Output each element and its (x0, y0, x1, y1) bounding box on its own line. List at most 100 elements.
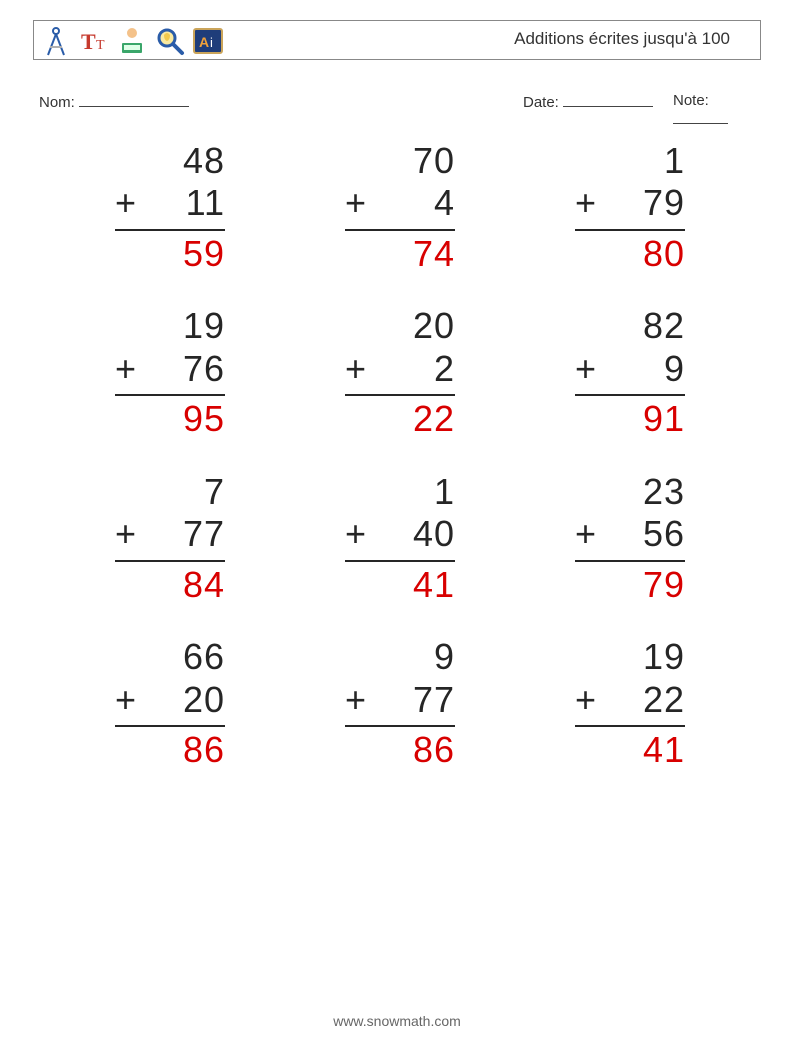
addend-top: 19 (575, 636, 685, 678)
plus-sign: + (345, 348, 367, 390)
footer-url: www.snowmath.com (0, 1013, 794, 1029)
answer: 86 (345, 725, 455, 771)
problem-inner: 20+ 222 (345, 305, 455, 440)
addend-bottom: 79 (643, 182, 685, 224)
answer: 41 (575, 725, 685, 771)
addend-top: 48 (115, 140, 225, 182)
problem-inner: 23+56 79 (575, 471, 685, 606)
addend-bottom: 2 (413, 348, 455, 390)
addend-bottom-row: + 9 (575, 348, 685, 390)
addend-bottom: 9 (643, 348, 685, 390)
date-field: Date: (523, 92, 653, 111)
problem-inner: 82+ 991 (575, 305, 685, 440)
addend-top: 23 (575, 471, 685, 513)
problem: 19+7695 (60, 305, 280, 440)
problem: 70+ 474 (290, 140, 510, 275)
problems-grid: 48+115970+ 4741+798019+769520+ 22282+ 99… (60, 140, 740, 772)
svg-text:i: i (210, 35, 213, 50)
problem-inner: 66+2086 (115, 636, 225, 771)
date-blank[interactable] (563, 92, 653, 107)
addend-bottom: 56 (643, 513, 685, 555)
problem-inner: 1+79 80 (575, 140, 685, 275)
addend-top: 19 (115, 305, 225, 347)
text-tool-icon: T T (78, 25, 110, 57)
answer: 79 (575, 560, 685, 606)
svg-text:A: A (199, 34, 209, 50)
addend-top: 1 (575, 140, 685, 182)
problem: 82+ 991 (520, 305, 740, 440)
problem-inner: 19+7695 (115, 305, 225, 440)
addend-bottom-row: +56 (575, 513, 685, 555)
worksheet-page: T T A i Additions écrites jusqu'à (0, 0, 794, 1053)
plus-sign: + (575, 182, 597, 224)
addend-bottom: 4 (413, 182, 455, 224)
addend-top: 9 (345, 636, 455, 678)
problem-inner: 19+2241 (575, 636, 685, 771)
problem: 20+ 222 (290, 305, 510, 440)
answer: 74 (345, 229, 455, 275)
svg-text:T: T (81, 29, 96, 54)
plus-sign: + (575, 348, 597, 390)
problem: 48+11 59 (60, 140, 280, 275)
plus-sign: + (115, 679, 137, 721)
student-laptop-icon (116, 25, 148, 57)
plus-sign: + (345, 182, 367, 224)
addend-bottom-row: +76 (115, 348, 225, 390)
problem: 19+2241 (520, 636, 740, 771)
name-blank[interactable] (79, 92, 189, 107)
answer: 59 (115, 229, 225, 275)
plus-sign: + (115, 182, 137, 224)
name-field: Nom: (39, 92, 189, 111)
addend-bottom: 22 (643, 679, 685, 721)
plus-sign: + (575, 513, 597, 555)
answer: 80 (575, 229, 685, 275)
grade-label: Note: (673, 92, 709, 109)
addend-bottom-row: +22 (575, 679, 685, 721)
problem: 9+7786 (290, 636, 510, 771)
problem: 1+79 80 (520, 140, 740, 275)
addend-bottom: 76 (183, 348, 225, 390)
lightbulb-magnifier-icon (154, 25, 186, 57)
compass-icon (40, 25, 72, 57)
addend-bottom-row: +20 (115, 679, 225, 721)
addend-bottom-row: +11 (115, 182, 225, 224)
problem-inner: 7+7784 (115, 471, 225, 606)
plus-sign: + (115, 348, 137, 390)
plus-sign: + (575, 679, 597, 721)
addend-bottom: 77 (413, 679, 455, 721)
answer: 86 (115, 725, 225, 771)
plus-sign: + (345, 679, 367, 721)
addend-bottom-row: + 4 (345, 182, 455, 224)
problem-inner: 70+ 474 (345, 140, 455, 275)
problem-inner: 9+7786 (345, 636, 455, 771)
problem-inner: 1+40 41 (345, 471, 455, 606)
chalkboard-ai-icon: A i (192, 25, 224, 57)
name-label: Nom: (39, 94, 75, 111)
addend-bottom-row: +79 (575, 182, 685, 224)
grade-field: Note: (673, 92, 761, 128)
addend-top: 1 (345, 471, 455, 513)
problem: 66+2086 (60, 636, 280, 771)
addend-bottom-row: + 2 (345, 348, 455, 390)
answer: 41 (345, 560, 455, 606)
addend-top: 82 (575, 305, 685, 347)
problem-inner: 48+11 59 (115, 140, 225, 275)
addend-bottom-row: +40 (345, 513, 455, 555)
svg-text:T: T (96, 38, 105, 53)
addend-bottom: 11 (186, 182, 225, 224)
addend-bottom: 40 (413, 513, 455, 555)
addend-top: 7 (115, 471, 225, 513)
header-box: T T A i Additions écrites jusqu'à (33, 20, 761, 60)
addend-bottom: 77 (183, 513, 225, 555)
plus-sign: + (345, 513, 367, 555)
answer: 95 (115, 394, 225, 440)
addend-top: 66 (115, 636, 225, 678)
addend-bottom-row: +77 (345, 679, 455, 721)
plus-sign: + (115, 513, 137, 555)
date-label: Date: (523, 94, 559, 111)
addend-bottom: 20 (183, 679, 225, 721)
answer: 91 (575, 394, 685, 440)
grade-blank[interactable] (673, 109, 728, 124)
answer: 22 (345, 394, 455, 440)
header-icons: T T A i (40, 25, 224, 57)
